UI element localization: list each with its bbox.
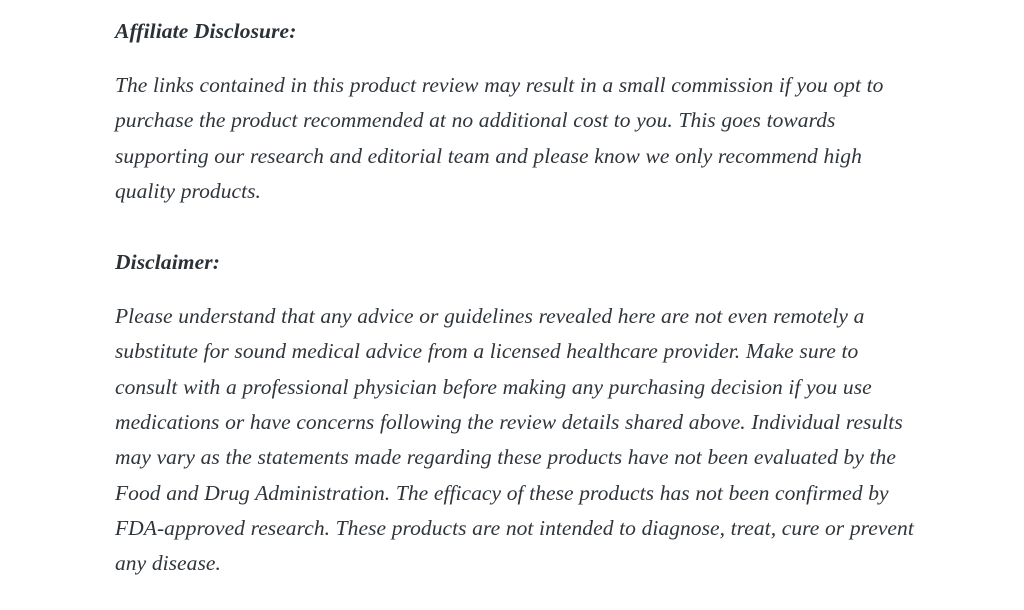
section-spacer: [115, 209, 921, 221]
disclaimer-heading: Disclaimer:: [115, 250, 220, 275]
affiliate-disclosure-paragraph: The links contained in this product revi…: [115, 73, 890, 203]
affiliate-disclosure-section: Affiliate Disclosure: The links containe…: [115, 14, 921, 209]
disclaimer-content: Affiliate Disclosure: The links containe…: [115, 14, 921, 582]
disclaimer-paragraph: Please understand that any advice or gui…: [115, 304, 920, 576]
disclaimer-section: Disclaimer: Please understand that any a…: [115, 245, 921, 581]
affiliate-disclosure-heading: Affiliate Disclosure:: [115, 19, 297, 43]
